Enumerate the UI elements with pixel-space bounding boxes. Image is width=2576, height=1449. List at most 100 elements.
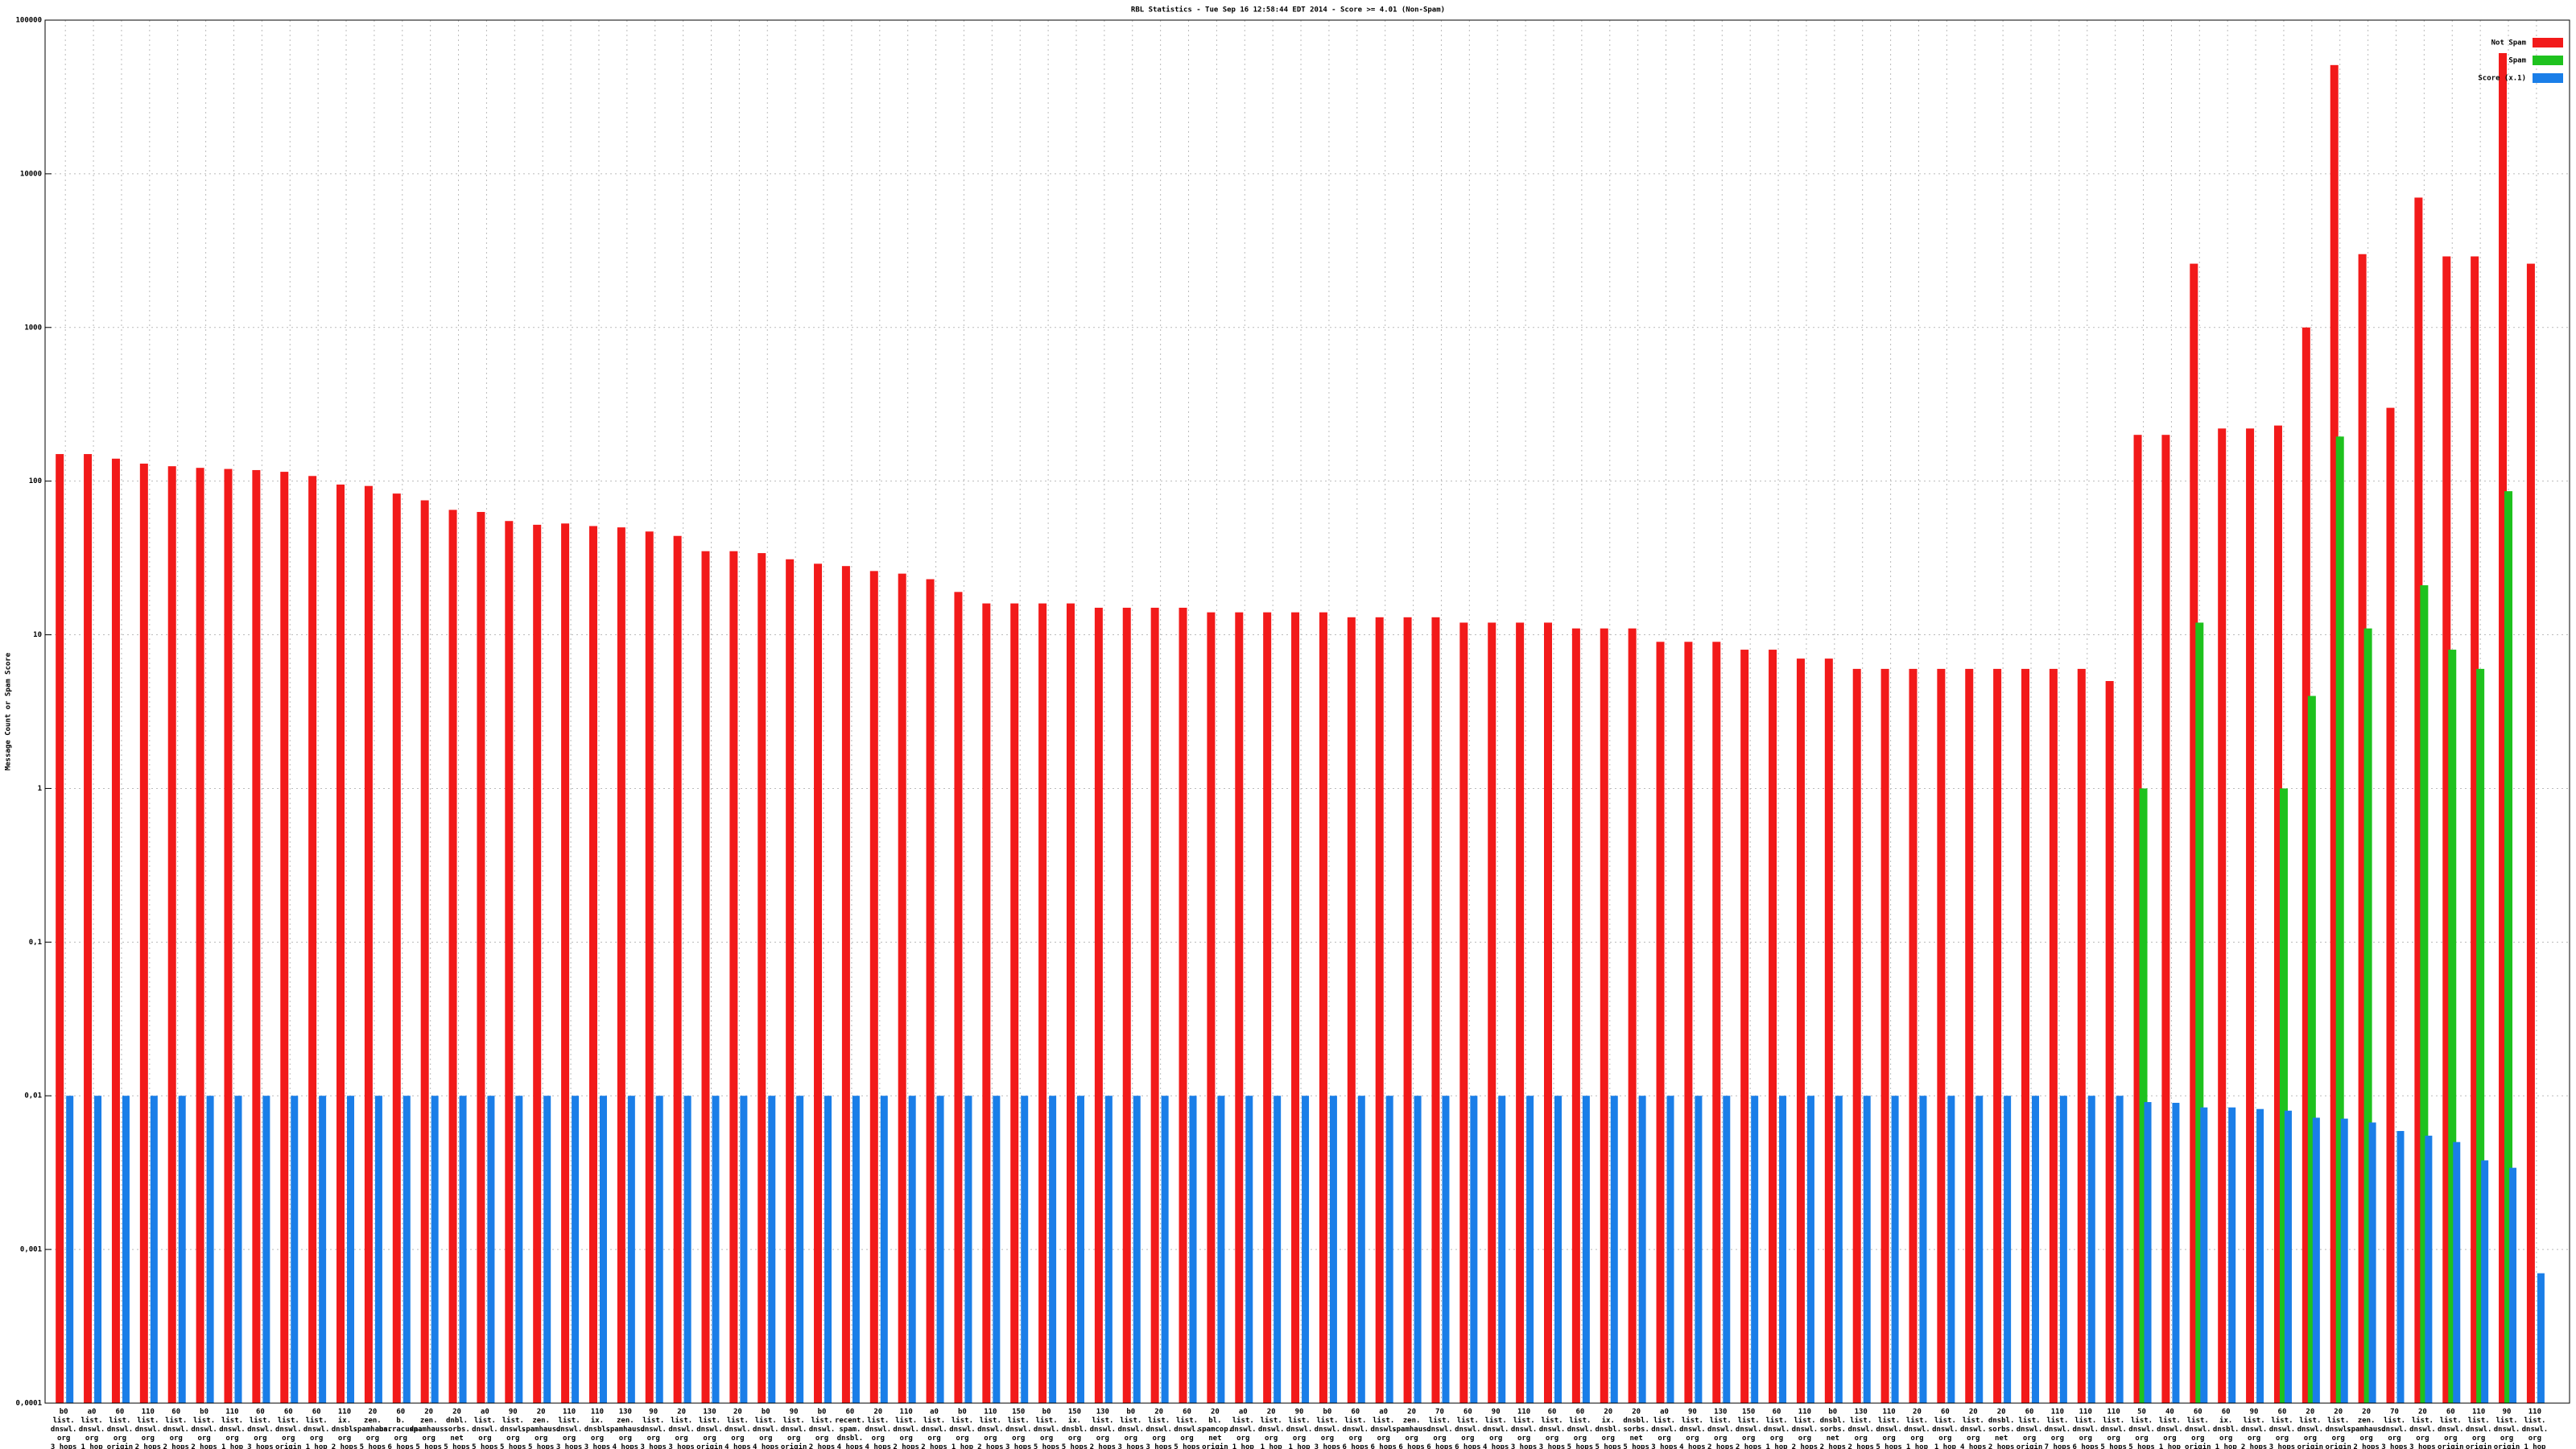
bar (1695, 1096, 1703, 1403)
x-tick-label: 60 list. dnswl. org origin (2185, 1408, 2211, 1449)
bar (2481, 1160, 2489, 1403)
x-tick-label: 60 list. dnswl. org 2 hops (163, 1408, 189, 1449)
bar (1021, 1096, 1029, 1403)
bar (2509, 1167, 2517, 1403)
bar (280, 472, 289, 1404)
bar (1852, 668, 1861, 1403)
x-tick-label: 110 list. dnswl. org 2 hops (977, 1408, 1004, 1449)
bar (1010, 603, 1019, 1403)
x-tick-label: 110 list. dnswl. org 5 hops (1876, 1408, 1902, 1449)
x-tick-label: 110 list. dnswl. org 6 hops (2073, 1408, 2099, 1449)
bar (2386, 407, 2395, 1404)
bar (1824, 658, 1833, 1403)
x-tick-label: 60 list. dnswl. org 5 hops (1567, 1408, 1594, 1449)
x-tick-label: 60 list. dnswl. org 1 hop (1764, 1408, 1790, 1449)
bar (1891, 1096, 1899, 1403)
bar (2105, 681, 2114, 1403)
x-tick-label: 20 list. dnswl. org 1 hop (1258, 1408, 1285, 1449)
bar (347, 1096, 355, 1403)
y-tick-label: 100 (29, 477, 42, 485)
bar (1993, 668, 2002, 1403)
bar (1442, 1096, 1450, 1403)
bar (431, 1096, 439, 1403)
x-tick-label: 20 dnbl. sorbs. net 5 hops (444, 1408, 470, 1449)
bar (683, 1096, 691, 1403)
x-tick-label: 20 zen. spamhaus. org 5 hops (409, 1408, 448, 1449)
bar (701, 551, 710, 1404)
bar (2200, 1107, 2208, 1403)
bar (1796, 658, 1805, 1403)
bar (1470, 1096, 1478, 1403)
bar (673, 535, 682, 1404)
x-tick-label: 20 list. dnswl. org 3 hops (668, 1408, 695, 1449)
x-tick-label: 110 list. dnswl. org 2 hops (893, 1408, 919, 1449)
x-tick-label: 150 ix. dnsbl. org 5 hops (1062, 1408, 1088, 1449)
bar (814, 564, 823, 1403)
bar (1919, 1096, 1927, 1403)
bar (729, 551, 738, 1404)
bar (1207, 612, 1216, 1403)
bar (1076, 1096, 1084, 1403)
y-tick-label: 100000 (15, 17, 42, 25)
bar (768, 1096, 776, 1403)
x-tick-label: 20 list. dnswl. org 3 hops (2409, 1408, 2436, 1449)
bar (122, 1096, 130, 1403)
bar (1488, 622, 1496, 1403)
x-tick-label: 60 recent. spam. dnsbl. 4 hops (835, 1408, 865, 1449)
bar (2425, 1135, 2433, 1403)
x-tick-label: a0 list. dnswl. org 3 hops (1651, 1408, 1678, 1449)
y-axis-title: Message Count or Spam Score (5, 652, 13, 770)
bar (1610, 1096, 1618, 1403)
bar (1526, 1096, 1534, 1403)
bar (2144, 1102, 2152, 1403)
chart-title: RBL Statistics - Tue Sep 16 12:58:44 EDT… (1131, 6, 1445, 14)
x-tick-label: a0 list. dnswl. org 1 hop (1230, 1408, 1257, 1449)
bar (477, 511, 485, 1403)
bar (543, 1096, 551, 1403)
bar (561, 523, 570, 1403)
bar (2218, 428, 2227, 1403)
bar (1543, 622, 1552, 1403)
bar (234, 1096, 242, 1403)
bar (617, 527, 625, 1404)
bar (1066, 603, 1075, 1403)
x-tick-label: 60 list. dnswl. org origin (107, 1408, 134, 1449)
bar (2279, 788, 2288, 1403)
x-tick-label: a0 list. dnswl. org 1 hop (79, 1408, 105, 1449)
bar (2059, 1096, 2067, 1403)
x-tick-label: b0 list. dnswl. org 2 hops (809, 1408, 836, 1449)
bar (1459, 622, 1468, 1403)
bar (1638, 1096, 1646, 1403)
x-tick-label: 110 list. dnswl. org 3 hops (1511, 1408, 1538, 1449)
bar (1094, 607, 1103, 1403)
bar (1291, 612, 1300, 1403)
bar (1347, 617, 1356, 1403)
bar (1779, 1096, 1787, 1403)
bar (740, 1096, 748, 1403)
bar (852, 1096, 860, 1403)
bar (758, 553, 766, 1404)
bar (2499, 52, 2508, 1403)
x-tick-label: 110 ix. dnsbl. org 2 hops (332, 1408, 358, 1449)
bar (2453, 1141, 2461, 1403)
x-tick-label: 90 list. dnswl. org 5 hops (500, 1408, 526, 1449)
bar (111, 458, 120, 1403)
bar (2004, 1096, 2012, 1403)
bar (2284, 1110, 2292, 1403)
x-tick-label: 20 bl. spamcop. net origin (1198, 1408, 1232, 1449)
bar (1806, 1096, 1814, 1403)
x-tick-label: 20 list. dnswl. org 1 hop (1904, 1408, 1930, 1449)
x-tick-label: 150 list. dnswl. org 2 hops (1736, 1408, 1762, 1449)
x-tick-label: b0 list. dnswl. org 3 hops (1315, 1408, 1341, 1449)
bar (2246, 428, 2255, 1403)
bar (1189, 1096, 1197, 1403)
bar (206, 1096, 214, 1403)
x-tick-label: 90 list. dnswl. org 2 hops (2241, 1408, 2268, 1449)
bar (2307, 696, 2316, 1403)
x-tick-label: 60 list. dnswl. org 6 hops (1455, 1408, 1481, 1449)
bar (1684, 642, 1693, 1403)
bar (487, 1096, 495, 1403)
x-tick-label: 60 list. dnswl. org origin (275, 1408, 302, 1449)
x-tick-label: b0 list. dnswl. org 3 hops (1117, 1408, 1144, 1449)
bar (954, 592, 963, 1403)
